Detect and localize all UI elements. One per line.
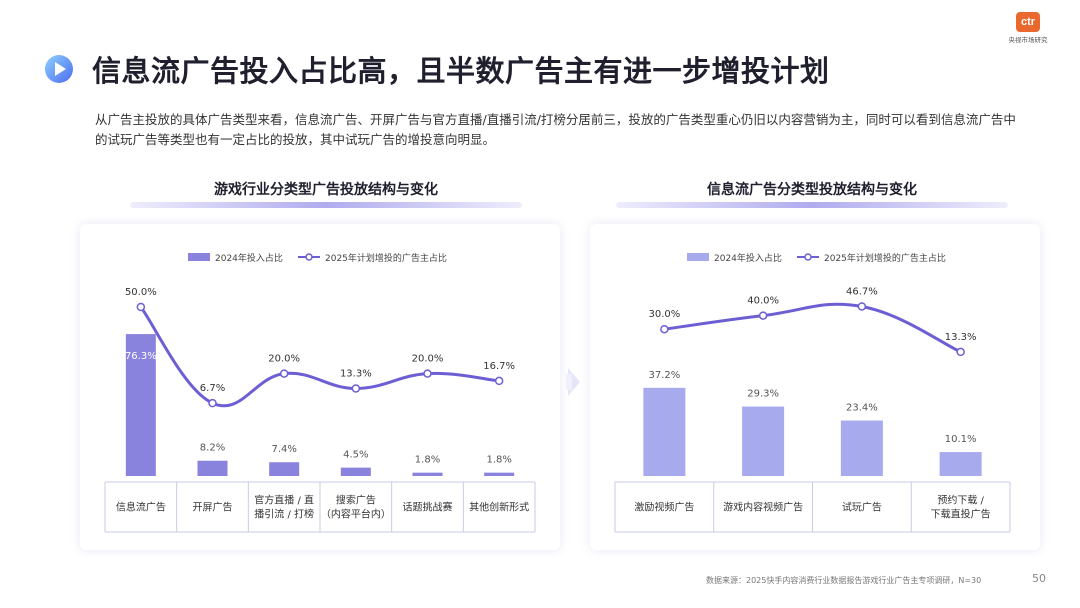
line-value-label: 30.0% (648, 309, 680, 320)
line-point (857, 302, 867, 311)
right-chart-title: 信息流广告分类型投放结构与变化 (707, 182, 917, 198)
play-icon (45, 55, 73, 83)
bar-value-label: 76.3% (125, 351, 157, 362)
category-label: 激励视频广告 (634, 501, 694, 514)
bar (840, 420, 883, 476)
line-point (956, 347, 965, 357)
left-chart-title: 游戏行业分类型广告投放结构与变化 (214, 182, 438, 198)
right-chart-panel: 2024年投入占比 2025年计划增投的广告主占比 37.2% 29.3% 23.4% 1… (590, 224, 1040, 550)
data-source-note: 数据来源：2025快手内容消费行业数据报告游戏行业广告主专项调研，N=30 (706, 576, 982, 585)
page-title: 信息流广告投入占比高，且半数广告主有进一步增投计划 (92, 54, 830, 88)
line-point (423, 369, 432, 378)
legend-line-label: 2025年计划增投的广告主占比 (824, 252, 946, 264)
bar-series: 37.2% 29.3% 23.4% 10.1% (643, 370, 982, 476)
category-label: 话题挑战赛 (403, 501, 453, 514)
line-value-label: 46.7% (846, 286, 878, 297)
bar-value-label: 1.8% (415, 455, 440, 466)
bar (412, 472, 443, 476)
intro-paragraph: 从广告主投放的具体广告类型来看，信息流广告、开屏广告与官方直播/直播引流/打榜分… (95, 112, 1016, 147)
logo-mark: ctr (1016, 12, 1040, 32)
line-point (208, 398, 217, 408)
line-value-label: 40.0% (747, 296, 779, 307)
bar (125, 334, 156, 476)
line-series: 50.0% 6.7% 20.0% 13.3% 20.0% 16.7% (125, 287, 515, 408)
line-point (758, 311, 768, 320)
bar-value-label: 37.2% (648, 370, 680, 381)
line-value-label: 13.3% (340, 368, 372, 379)
left-chart-panel: 2024年投入占比 2025年计划增投的广告主占比 76.3% 8.2% 7.4% 4.5… (80, 224, 560, 550)
category-label: 开屏广告 (193, 501, 233, 514)
left-chart: 2024年投入占比 2025年计划增投的广告主占比 76.3% 8.2% 7.4% 4.5… (104, 252, 536, 533)
line-point (494, 376, 504, 386)
left-title-underline (130, 202, 522, 208)
legend-bar-swatch (687, 253, 709, 261)
bar (484, 472, 515, 476)
bar-value-label: 29.3% (747, 389, 779, 400)
logo-text: 央视市场研究 (1008, 36, 1048, 44)
bar (742, 406, 785, 476)
category-label: 搜索广告（内容平台内） (321, 494, 391, 521)
line-value-label: 13.3% (945, 332, 977, 343)
bar (269, 462, 300, 476)
series-line (139, 305, 501, 408)
legend: 2024年投入占比 2025年计划增投的广告主占比 (188, 252, 447, 264)
bar-value-label: 8.2% (200, 443, 225, 454)
line-series: 30.0% 40.0% 46.7% 13.3% (648, 286, 977, 357)
line-point (279, 369, 289, 378)
page-number: 50 (1032, 572, 1046, 585)
category-label: 游戏内容视频广告 (723, 501, 803, 514)
legend-bar-label: 2024年投入占比 (215, 252, 283, 264)
category-label: 预约下载 /下载直投广告 (931, 494, 991, 521)
line-value-label: 20.0% (268, 354, 300, 365)
category-label: 官方直播 / 直播引流 / 打榜 (254, 494, 314, 521)
bar (939, 452, 982, 476)
bar (643, 387, 686, 476)
line-value-label: 20.0% (412, 354, 444, 365)
category-table (614, 481, 1011, 533)
line-value-label: 50.0% (125, 287, 157, 298)
line-point (660, 324, 669, 334)
legend-line-marker (804, 253, 812, 261)
brand-logo: ctr 央视市场研究 (998, 12, 1058, 48)
bar-value-label: 1.8% (486, 455, 511, 466)
legend-bar-label: 2024年投入占比 (714, 252, 782, 264)
bar (197, 460, 228, 476)
bar-value-label: 10.1% (945, 434, 977, 445)
category-label: 试玩广告 (842, 501, 882, 514)
bar-value-label: 23.4% (846, 403, 878, 414)
category-label: 信息流广告 (116, 501, 166, 514)
series-line (662, 302, 963, 354)
right-title-underline (616, 202, 1008, 208)
bar-series: 76.3% 8.2% 7.4% 4.5% 1.8% 1.8% (125, 334, 515, 476)
legend-line-marker (305, 253, 313, 261)
bar-value-label: 7.4% (271, 444, 296, 455)
right-chart: 2024年投入占比 2025年计划增投的广告主占比 37.2% 29.3% 23.4% 1… (614, 252, 1011, 533)
line-value-label: 16.7% (483, 361, 515, 372)
category-labels: 激励视频广告 游戏内容视频广告 试玩广告 预约下载 /下载直投广告 (634, 494, 990, 521)
line-point (351, 384, 361, 393)
legend: 2024年投入占比 2025年计划增投的广告主占比 (687, 252, 946, 264)
arrow-right-icon (566, 368, 580, 396)
bar (340, 467, 371, 476)
category-table (104, 481, 536, 533)
bar-value-label: 4.5% (343, 450, 368, 461)
line-point (136, 302, 146, 312)
category-label: 其他创新形式 (469, 501, 529, 514)
line-value-label: 6.7% (200, 383, 225, 394)
legend-bar-swatch (188, 253, 210, 261)
legend-line-label: 2025年计划增投的广告主占比 (325, 252, 447, 264)
